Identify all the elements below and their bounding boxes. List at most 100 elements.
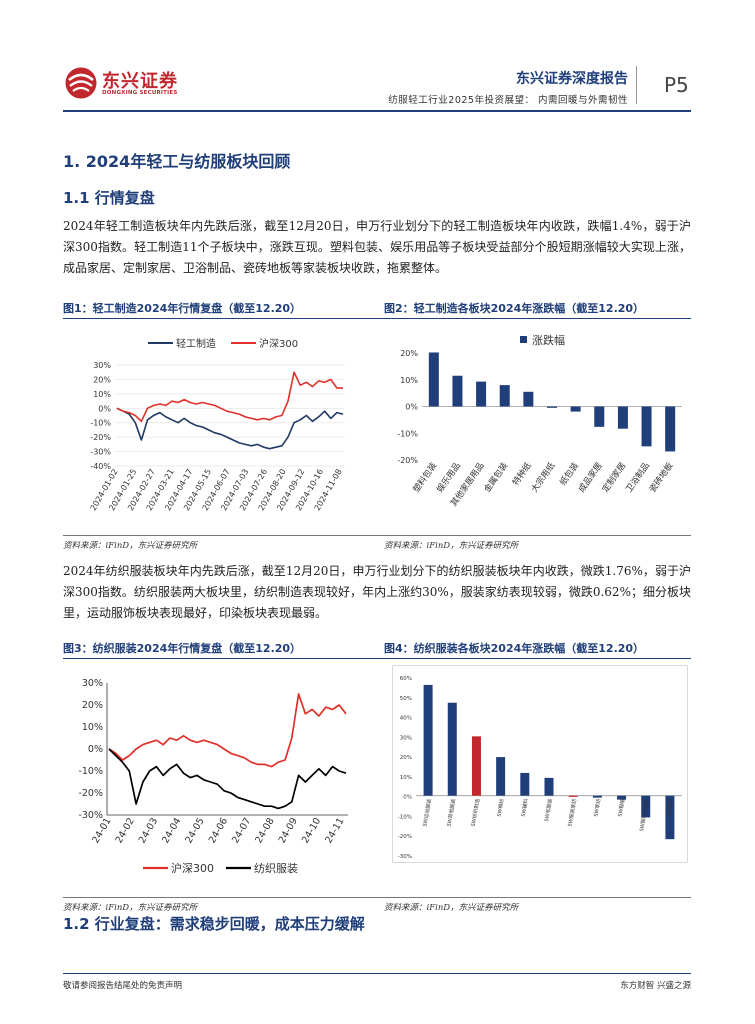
- y-tick-label: -20%: [78, 788, 103, 799]
- category-label: 瓷砖地板: [647, 460, 676, 495]
- y-tick-label: -30%: [90, 448, 111, 457]
- series-line-纺织服装: [108, 748, 347, 810]
- bar-金属包装: [499, 385, 510, 407]
- legend-label: 轻工制造: [176, 337, 216, 350]
- category-label: SW辅料: [520, 798, 530, 817]
- header-rule: [63, 110, 691, 112]
- category-label: SW家纺: [592, 798, 602, 817]
- y-tick-label: 0%: [88, 744, 103, 755]
- chart-textile-trend: 30%20%10%0%-10%-20%-30%24-01 24-02 24-03 24…: [78, 678, 348, 875]
- bar-其他家居用品: [476, 381, 487, 407]
- bar-SW非服装: [544, 777, 554, 796]
- x-tick-label: 24-11: [323, 816, 346, 845]
- page-number: P5: [664, 73, 689, 97]
- category-label: SW非服装: [543, 798, 554, 822]
- bar-成品家居: [594, 406, 605, 427]
- y-tick-label: 10%: [400, 775, 412, 781]
- bar-SW辅料: [520, 772, 530, 796]
- fig3-title: 图3：纺织服装2024年行情复盘（截至12.20）: [63, 642, 302, 655]
- fig-row2-bottom-rule: [63, 897, 691, 898]
- footer-disclaimer: 敬请参阅报告结尾处的免责声明: [63, 981, 183, 991]
- bar-SW纺织制造: [471, 736, 481, 796]
- y-tick-label: 0%: [405, 403, 418, 412]
- logo-en: DONGXING SECURITIES: [102, 90, 178, 96]
- y-tick-label: 60%: [400, 676, 412, 682]
- x-tick-label: 24-06: [207, 816, 230, 845]
- x-tick-label: 24-10: [300, 816, 323, 845]
- bar-SW其他服装: [447, 702, 457, 796]
- fig-row1-rule: [63, 318, 691, 319]
- y-tick-label: -10%: [78, 766, 103, 777]
- logo-cn: 东兴证券: [102, 71, 178, 92]
- y-tick-label: 20%: [400, 349, 418, 358]
- bar-SW家纺: [592, 795, 602, 798]
- bar-纸包装: [570, 406, 581, 412]
- category-label: SW印染: [665, 798, 675, 817]
- legend-label: 沪深300: [259, 337, 298, 350]
- y-tick-label: 10%: [400, 376, 418, 385]
- bar-SW运动服装: [423, 684, 433, 796]
- bar-SW棉纺: [496, 757, 506, 796]
- y-tick-label: 30%: [82, 678, 103, 689]
- bar-SW服装及其他: [641, 795, 651, 818]
- chart-light-industry-trend: 轻工制造 沪深30030%20%10%0%-10%-20%-30%-40%2024…: [89, 337, 345, 512]
- legend-label: 沪深300: [171, 861, 214, 875]
- y-tick-label: 20%: [82, 700, 103, 711]
- bar-卫浴制品: [641, 406, 652, 447]
- y-tick-label: -10%: [90, 419, 111, 428]
- category-label: SW鞋帽: [616, 798, 626, 817]
- category-label: 纸包装: [557, 460, 581, 488]
- y-tick-label: 10%: [93, 390, 111, 399]
- footer-rule: [63, 973, 691, 974]
- subsection-heading-1: 1.1 行情复盘: [63, 189, 155, 207]
- x-tick-label: 24-05: [183, 816, 206, 845]
- category-label: 大宗用纸: [529, 460, 558, 495]
- paragraph-1: 2024年轻工制造板块年内先跌后涨，截至12月20日，申万行业划分下的轻工制造板…: [63, 219, 691, 275]
- category-label: SW纺织制造: [470, 798, 482, 827]
- bar-SW印染: [665, 795, 675, 840]
- y-tick-label: -20%: [398, 834, 412, 840]
- paragraph-2: 2024年纺织服装板块年内先跌后涨，截至12月20日，申万行业划分下的纺织服装板…: [63, 564, 691, 620]
- y-tick-label: 30%: [93, 361, 111, 370]
- fig1-title: 图1：轻工制造2024年行情复盘（截至12.20）: [63, 302, 302, 315]
- logo: 东兴证券 DONGXING SECURITIES: [64, 66, 184, 102]
- category-label: SW运动服装: [421, 798, 433, 827]
- fig-row1-bottom-rule: [63, 535, 691, 536]
- report-type: 东兴证券深度报告: [516, 71, 628, 87]
- bar-定制家居: [617, 406, 628, 429]
- bar-塑料包装: [428, 352, 439, 407]
- series-line-轻工制造: [116, 407, 344, 450]
- y-tick-label: -20%: [397, 456, 418, 465]
- x-tick-label: 24-02: [114, 816, 137, 845]
- category-label: SW服装家纺: [566, 798, 578, 827]
- fig2-source: 资料来源：iFinD，东兴证券研究所: [384, 541, 519, 551]
- x-tick-label: 24-04: [160, 816, 183, 845]
- bar-娱乐用品: [452, 375, 463, 407]
- fig4-title: 图4：纺织服装各板块2024年涨跌幅（截至12.20）: [384, 642, 645, 655]
- fig1-source: 资料来源：iFinD，东兴证券研究所: [63, 541, 198, 551]
- fig3-source: 资料来源：iFinD，东兴证券研究所: [63, 903, 198, 913]
- bar-瓷砖地板: [665, 406, 676, 452]
- fig-row2-rule: [63, 658, 691, 659]
- series-line-沪深300: [116, 371, 343, 423]
- y-tick-label: -30%: [78, 810, 103, 821]
- y-tick-label: -10%: [398, 814, 412, 820]
- x-tick-label: 24-08: [253, 816, 276, 845]
- bar-SW服装家纺: [568, 795, 578, 797]
- bar-特种纸: [523, 391, 534, 407]
- x-tick-label: 24-03: [137, 816, 160, 845]
- bar-大宗用纸: [547, 406, 557, 408]
- y-tick-label: 10%: [82, 722, 103, 733]
- logo-mark-icon: [65, 67, 97, 99]
- y-tick-label: -10%: [397, 429, 418, 438]
- y-tick-label: 0%: [98, 404, 111, 413]
- legend-label: 纺织服装: [254, 861, 298, 875]
- y-tick-label: 40%: [400, 716, 412, 722]
- report-subtitle: 纺服轻工行业2025年投资展望： 内需回暖与外需韧性: [388, 95, 628, 106]
- y-tick-label: 0%: [403, 795, 412, 801]
- chart-frame: [392, 665, 688, 863]
- header-divider: [636, 66, 637, 104]
- subsection-heading-2: 1.2 行业复盘：需求稳步回暖，成本压力缓解: [63, 915, 365, 933]
- section-heading: 1. 2024年轻工与纺服板块回顾: [63, 152, 291, 171]
